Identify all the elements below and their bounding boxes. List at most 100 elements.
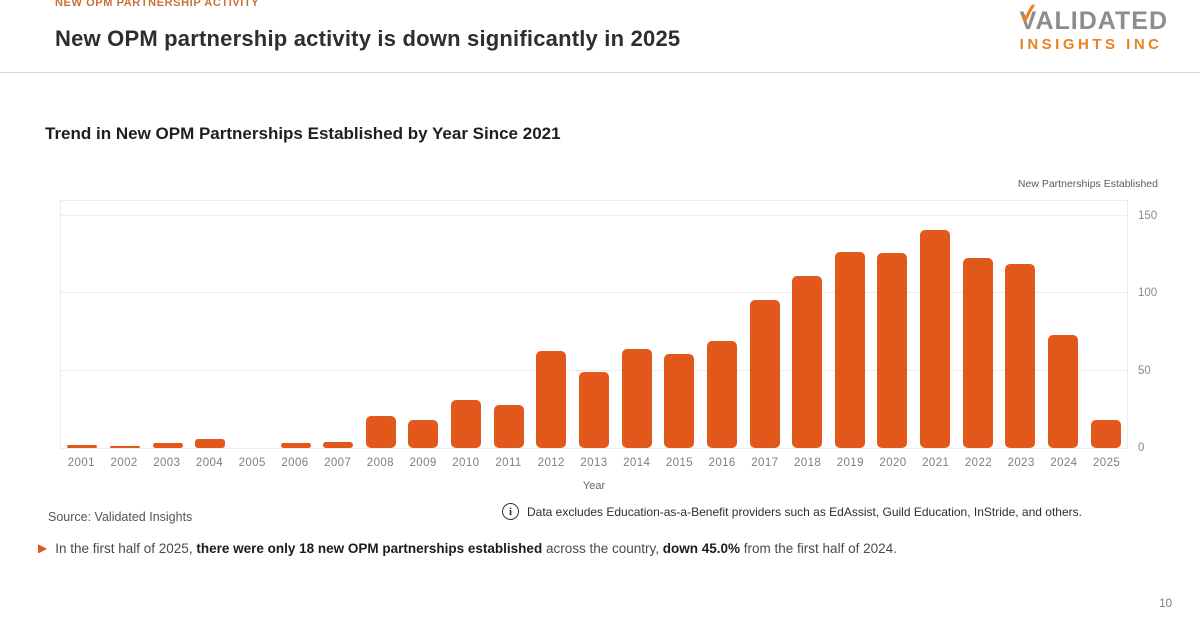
note-text: Data excludes Education-as-a-Benefit pro…: [527, 504, 1082, 519]
bar-2012: [536, 351, 567, 448]
x-tick-2004: 2004: [195, 457, 224, 469]
bar-2015: [664, 354, 695, 448]
x-tick-2005: 2005: [238, 457, 266, 469]
bar-2001: [67, 445, 98, 448]
y-tick-50: 50: [1138, 365, 1151, 377]
info-icon: i: [502, 503, 519, 520]
bar-slot-2019: [829, 201, 872, 448]
bar-slot-2006: [274, 201, 317, 448]
bar-slot-2001: [61, 201, 104, 448]
bar-slot-2016: [701, 201, 744, 448]
bar-slot-2002: [104, 201, 147, 448]
x-tick-2006: 2006: [281, 457, 309, 469]
page-title: New OPM partnership activity is down sig…: [55, 26, 681, 51]
x-tick-2019: 2019: [836, 457, 864, 469]
plot-area: [60, 200, 1128, 449]
bar-2014: [621, 349, 652, 448]
x-tick-2013: 2013: [580, 457, 608, 469]
bar-2018: [792, 276, 823, 448]
x-tick-2024: 2024: [1050, 457, 1078, 469]
bar-slot-2025: [1084, 201, 1127, 448]
bar-slot-2008: [359, 201, 402, 448]
bar-2024: [1048, 335, 1079, 448]
x-tick-2008: 2008: [366, 457, 394, 469]
bar-slot-2024: [1042, 201, 1085, 448]
logo-wordmark-bottom: INSIGHTS INC: [1019, 36, 1163, 53]
gridline-100: [61, 292, 1127, 293]
x-tick-2003: 2003: [153, 457, 181, 469]
page-number: 10: [1159, 598, 1172, 610]
eyebrow-label: NEW OPM PARTNERSHIP ACTIVITY: [55, 0, 260, 9]
bar-slot-2014: [615, 201, 658, 448]
bar-2022: [962, 258, 993, 448]
bar-2008: [365, 416, 396, 448]
x-tick-2017: 2017: [751, 457, 779, 469]
chart-title: Trend in New OPM Partnerships Establishe…: [45, 124, 561, 143]
x-tick-2011: 2011: [495, 457, 522, 469]
bar-slot-2021: [914, 201, 957, 448]
x-tick-2015: 2015: [665, 457, 694, 469]
x-tick-2020: 2020: [879, 457, 907, 469]
bar-2021: [920, 230, 951, 448]
x-axis-title: Year: [582, 480, 606, 492]
bar-2019: [834, 252, 865, 448]
takeaway-text: In the first half of 2025, there were on…: [55, 541, 897, 556]
bar-2006: [280, 443, 311, 448]
logo-top-text: VALIDATED: [1019, 7, 1168, 35]
x-tick-2010: 2010: [452, 457, 480, 469]
y-tick-100: 100: [1138, 287, 1158, 299]
gridline-50: [61, 370, 1127, 371]
source-label: Source: Validated Insights: [48, 510, 193, 524]
y-tick-0: 0: [1138, 442, 1145, 454]
key-takeaway: ▶ In the first half of 2025, there were …: [38, 541, 1168, 556]
gridline-150: [61, 215, 1127, 216]
validated-insights-logo: ✓ VALIDATED INSIGHTS INC: [1016, 0, 1168, 53]
bar-slot-2007: [317, 201, 360, 448]
x-tick-2009: 2009: [409, 457, 437, 469]
x-tick-2001: 2001: [67, 457, 95, 469]
x-tick-2022: 2022: [964, 457, 993, 469]
x-tick-2021: 2021: [922, 457, 950, 469]
bar-slot-2003: [146, 201, 189, 448]
bar-slot-2023: [999, 201, 1042, 448]
x-tick-2025: 2025: [1093, 457, 1121, 469]
bar-slot-2011: [487, 201, 530, 448]
x-tick-2014: 2014: [623, 457, 651, 469]
bar-slot-2010: [445, 201, 488, 448]
bar-2016: [706, 341, 737, 448]
bar-slot-2009: [402, 201, 445, 448]
y-axis-title: New Partnerships Established: [1017, 178, 1158, 190]
bar-slot-2005: [232, 201, 275, 448]
x-tick-2016: 2016: [708, 457, 736, 469]
x-tick-2018: 2018: [793, 457, 822, 469]
bar-2002: [109, 446, 140, 448]
data-note: i Data excludes Education-as-a-Benefit p…: [502, 503, 1082, 520]
bar-2007: [323, 442, 354, 448]
bar-2023: [1005, 264, 1036, 448]
x-axis-labels: 2001 2002 2003 2004 2005 2006 2007 2008 2009 2010…: [60, 457, 1128, 469]
bar-slot-2013: [573, 201, 616, 448]
x-tick-2012: 2012: [537, 457, 565, 469]
y-tick-150: 150: [1138, 210, 1158, 222]
bar-2004: [195, 439, 226, 448]
bar-slot-2017: [743, 201, 786, 448]
logo-wordmark-top: ✓ VALIDATED: [1016, 0, 1168, 35]
bar-2025: [1090, 420, 1121, 448]
slide-header: NEW OPM PARTNERSHIP ACTIVITY New OPM par…: [0, 0, 1200, 73]
bar-2011: [493, 405, 524, 448]
bar-2017: [749, 300, 780, 448]
bar-2020: [877, 253, 908, 448]
bar-slot-2015: [658, 201, 701, 448]
arrow-bullet-icon: ▶: [38, 541, 48, 555]
check-icon: ✓: [1015, 0, 1043, 30]
bar-slot-2012: [530, 201, 573, 448]
bar-2010: [451, 400, 482, 448]
bar-slot-2018: [786, 201, 829, 448]
bar-2003: [152, 443, 183, 448]
bar-slot-2022: [956, 201, 999, 448]
bar-slot-2004: [189, 201, 232, 448]
x-tick-2002: 2002: [110, 457, 138, 469]
bar-slot-2020: [871, 201, 914, 448]
bar-2013: [579, 372, 609, 448]
x-tick-2023: 2023: [1007, 457, 1035, 469]
